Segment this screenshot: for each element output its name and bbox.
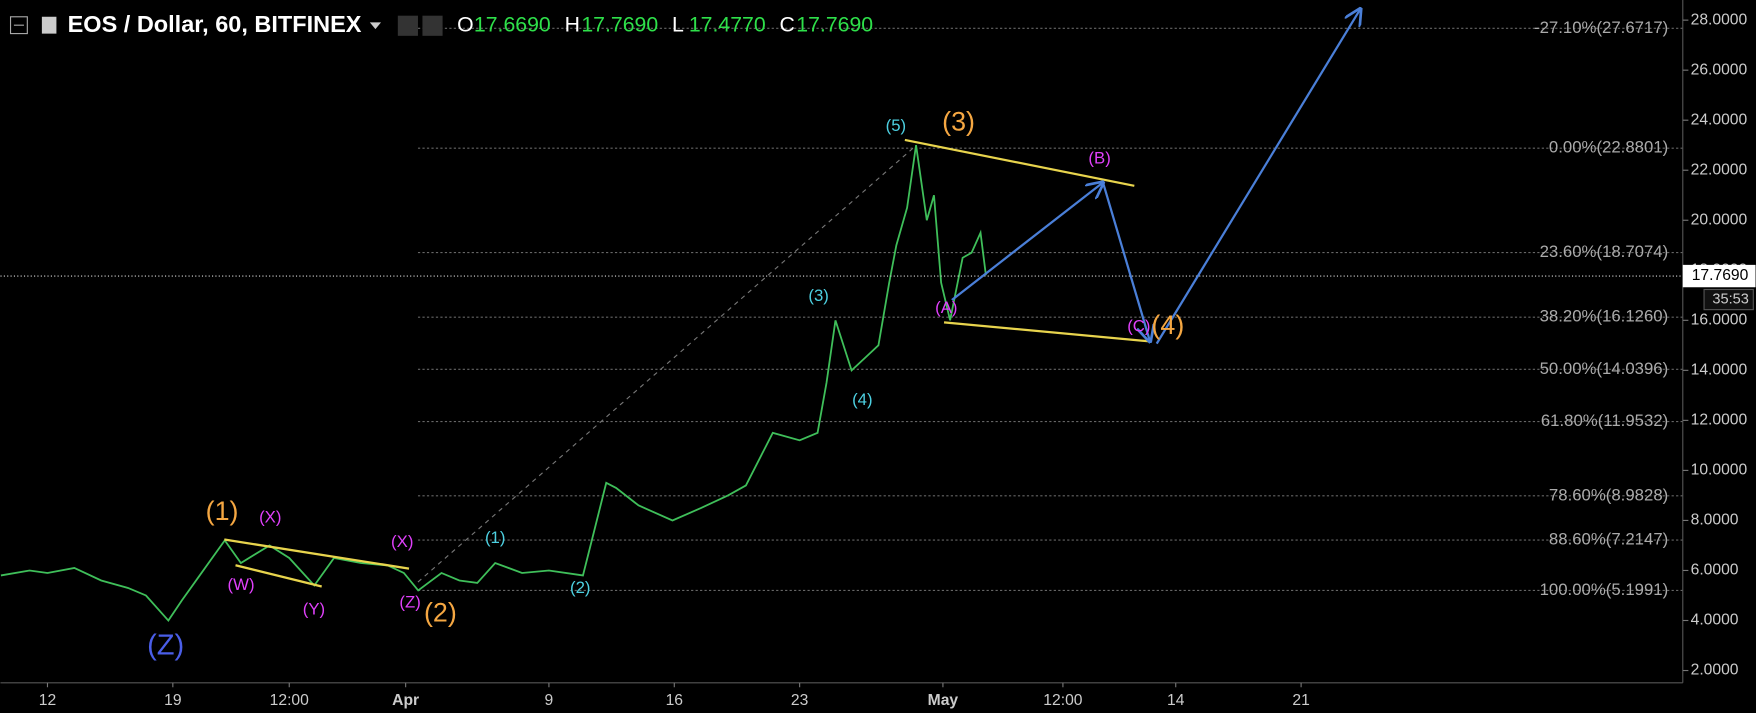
header: EOS / Dollar, 60, BITFINEX O 17.6690 H 17.7… bbox=[9, 11, 873, 37]
countdown: 35:53 bbox=[1712, 291, 1748, 307]
icon-button[interactable] bbox=[422, 15, 443, 36]
fib-label: 50.00%(14.0396) bbox=[1540, 359, 1669, 378]
trendline bbox=[235, 564, 322, 588]
y-tick-label: 2.0000 bbox=[1691, 662, 1739, 679]
x-tick-label: 12 bbox=[39, 692, 56, 709]
wave-label: (W) bbox=[228, 575, 255, 594]
wave-label: (B) bbox=[1088, 148, 1110, 167]
arrow bbox=[1155, 9, 1361, 345]
ohlc-value: 17.6690 bbox=[474, 12, 551, 36]
wave-label: (X) bbox=[259, 508, 281, 527]
wave-label: (2) bbox=[570, 578, 591, 597]
last-price-label: 17.7690 bbox=[1692, 267, 1749, 284]
fib-label: 88.60%(7.2147) bbox=[1549, 530, 1668, 549]
symbol-icon bbox=[41, 16, 57, 34]
fib-label: 100.00%(5.1991) bbox=[1540, 580, 1669, 599]
fib-label: 78.60%(8.9828) bbox=[1549, 485, 1668, 504]
wave-label: (A) bbox=[935, 298, 957, 317]
y-tick-label: 22.0000 bbox=[1691, 161, 1748, 178]
last-price-box bbox=[1682, 264, 1756, 288]
wave-label: (4) bbox=[852, 390, 873, 409]
y-tick-label: 28.0000 bbox=[1691, 11, 1748, 28]
fib-label: 23.60%(18.7074) bbox=[1540, 242, 1669, 261]
fib-label: -27.10%(27.6717) bbox=[1534, 18, 1668, 37]
wave-label: (C) bbox=[1127, 316, 1150, 335]
x-tick-label: 14 bbox=[1167, 692, 1185, 709]
y-tick-label: 16.0000 bbox=[1691, 311, 1748, 328]
fib-label: 38.20%(16.1260) bbox=[1540, 307, 1669, 326]
ohlc-value: 17.4770 bbox=[689, 12, 766, 36]
trendline bbox=[904, 138, 1135, 187]
ohlc: O 17.6690 H 17.7690 L 17.4770 C 17.7690 bbox=[457, 12, 873, 36]
x-tick-label: 19 bbox=[164, 692, 181, 709]
ohlc-key: C bbox=[780, 12, 795, 36]
wave-label: (X) bbox=[391, 532, 413, 551]
wave-label: (Z) bbox=[399, 593, 420, 612]
countdown-box bbox=[1703, 288, 1754, 311]
x-tick-label: 21 bbox=[1292, 692, 1309, 709]
collapse-button[interactable] bbox=[9, 16, 28, 35]
annotations: (Z)(1) (X)(W)(Y)(X)(Z) (2)(1)(2)(3)(4)(5)(… bbox=[147, 106, 1184, 661]
x-tick-label: 16 bbox=[666, 692, 684, 709]
ohlc-key: L bbox=[672, 12, 684, 36]
y-tick-label: 24.0000 bbox=[1691, 111, 1748, 128]
dropdown[interactable] bbox=[369, 22, 382, 30]
y-tick-label: 10.0000 bbox=[1691, 462, 1748, 479]
y-tick-label: 20.0000 bbox=[1691, 211, 1748, 228]
wave-label: (Y) bbox=[303, 599, 325, 618]
arrow bbox=[1101, 182, 1150, 341]
price-line bbox=[0, 145, 987, 623]
wave-label: (5) bbox=[886, 116, 907, 135]
x-tick-label: 12:00 bbox=[270, 692, 309, 709]
x-tick-label: 23 bbox=[791, 692, 809, 709]
y-tick-label: 4.0000 bbox=[1691, 612, 1739, 629]
x-tick-label: May bbox=[928, 692, 959, 709]
y-tick-label: 26.0000 bbox=[1691, 61, 1748, 78]
y-tick-label: 6.0000 bbox=[1691, 562, 1739, 579]
ohlc-key: H bbox=[565, 12, 580, 36]
wave-label: (3) bbox=[808, 286, 829, 305]
axes: 2.0000 4.0000 6.0000 8.0000 10.0000 12.0000 14… bbox=[39, 11, 1756, 709]
wave-label: (2) bbox=[424, 598, 457, 628]
plot-layer bbox=[0, 145, 1683, 623]
symbol-title[interactable]: EOS / Dollar, 60, BITFINEX bbox=[68, 11, 362, 37]
wave-label: (Z) bbox=[147, 630, 184, 662]
fib-anchor bbox=[417, 145, 917, 583]
trendline bbox=[943, 321, 1151, 343]
arrow bbox=[951, 182, 1103, 301]
trendline bbox=[224, 538, 410, 570]
y-tick-label: 12.0000 bbox=[1691, 412, 1748, 429]
wave-label: (1) bbox=[206, 496, 239, 526]
wave-label: (3) bbox=[942, 106, 975, 136]
y-tick-label: 8.0000 bbox=[1691, 512, 1739, 529]
fib-layer: -27.10%(27.6717) 0.00%(22.8801) 23.60%(18.… bbox=[417, 18, 1683, 599]
ohlc-value: 17.7690 bbox=[581, 12, 658, 36]
fib-label: 61.80%(11.9532) bbox=[1541, 411, 1668, 430]
icon-button[interactable] bbox=[397, 15, 418, 36]
ohlc-value: 17.7690 bbox=[796, 12, 873, 36]
x-tick-label: Apr bbox=[392, 692, 419, 709]
wave-label: (4) bbox=[1151, 310, 1184, 340]
y-tick-label: 14.0000 bbox=[1691, 361, 1748, 378]
ohlc-key: O bbox=[457, 12, 474, 36]
x-tick-label: 12:00 bbox=[1043, 692, 1082, 709]
wave-label: (1) bbox=[485, 528, 506, 547]
trendlines bbox=[224, 138, 1151, 588]
x-tick-label: 9 bbox=[545, 692, 554, 709]
arrows bbox=[951, 9, 1361, 345]
fib-label: 0.00%(22.8801) bbox=[1549, 138, 1668, 157]
